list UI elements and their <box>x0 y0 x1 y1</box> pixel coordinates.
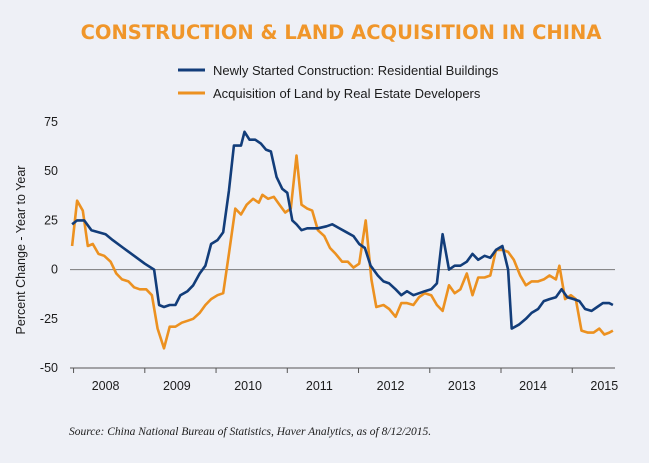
source-note: Source: China National Bureau of Statist… <box>69 426 432 438</box>
x-tick-label: 2009 <box>163 379 191 393</box>
plot-area <box>70 130 614 350</box>
legend-label-land: Acquisition of Land by Real Estate Devel… <box>213 86 481 101</box>
x-tick-label: 2012 <box>377 379 405 393</box>
x-tick-label: 2014 <box>519 379 547 393</box>
y-axis-label: Percent Change - Year to Year <box>14 166 28 335</box>
x-tick-label: 2013 <box>448 379 476 393</box>
x-tick-label: 2011 <box>306 379 333 393</box>
series-line-land <box>70 154 614 350</box>
x-tick-label: 2010 <box>234 379 262 393</box>
series-line-construction <box>71 130 614 330</box>
y-tick-label: -25 <box>40 312 58 326</box>
y-tick-label: 25 <box>44 213 58 227</box>
x-tick-label: 2008 <box>92 379 120 393</box>
y-axis: 75 50 25 0 -25 -50 <box>40 115 58 375</box>
legend-label-construction: Newly Started Construction: Residential … <box>213 63 499 78</box>
chart-title: CONSTRUCTION & LAND ACQUISITION IN CHINA <box>81 21 602 44</box>
x-tick-label: 2015 <box>590 379 618 393</box>
x-axis: 2008 2009 2010 2011 2012 2013 2014 2015 <box>73 368 618 393</box>
legend: Newly Started Construction: Residential … <box>178 63 499 101</box>
y-tick-label: 75 <box>44 115 58 129</box>
y-tick-label: -50 <box>40 361 58 375</box>
y-tick-label: 0 <box>51 263 58 277</box>
y-tick-label: 50 <box>44 164 58 178</box>
